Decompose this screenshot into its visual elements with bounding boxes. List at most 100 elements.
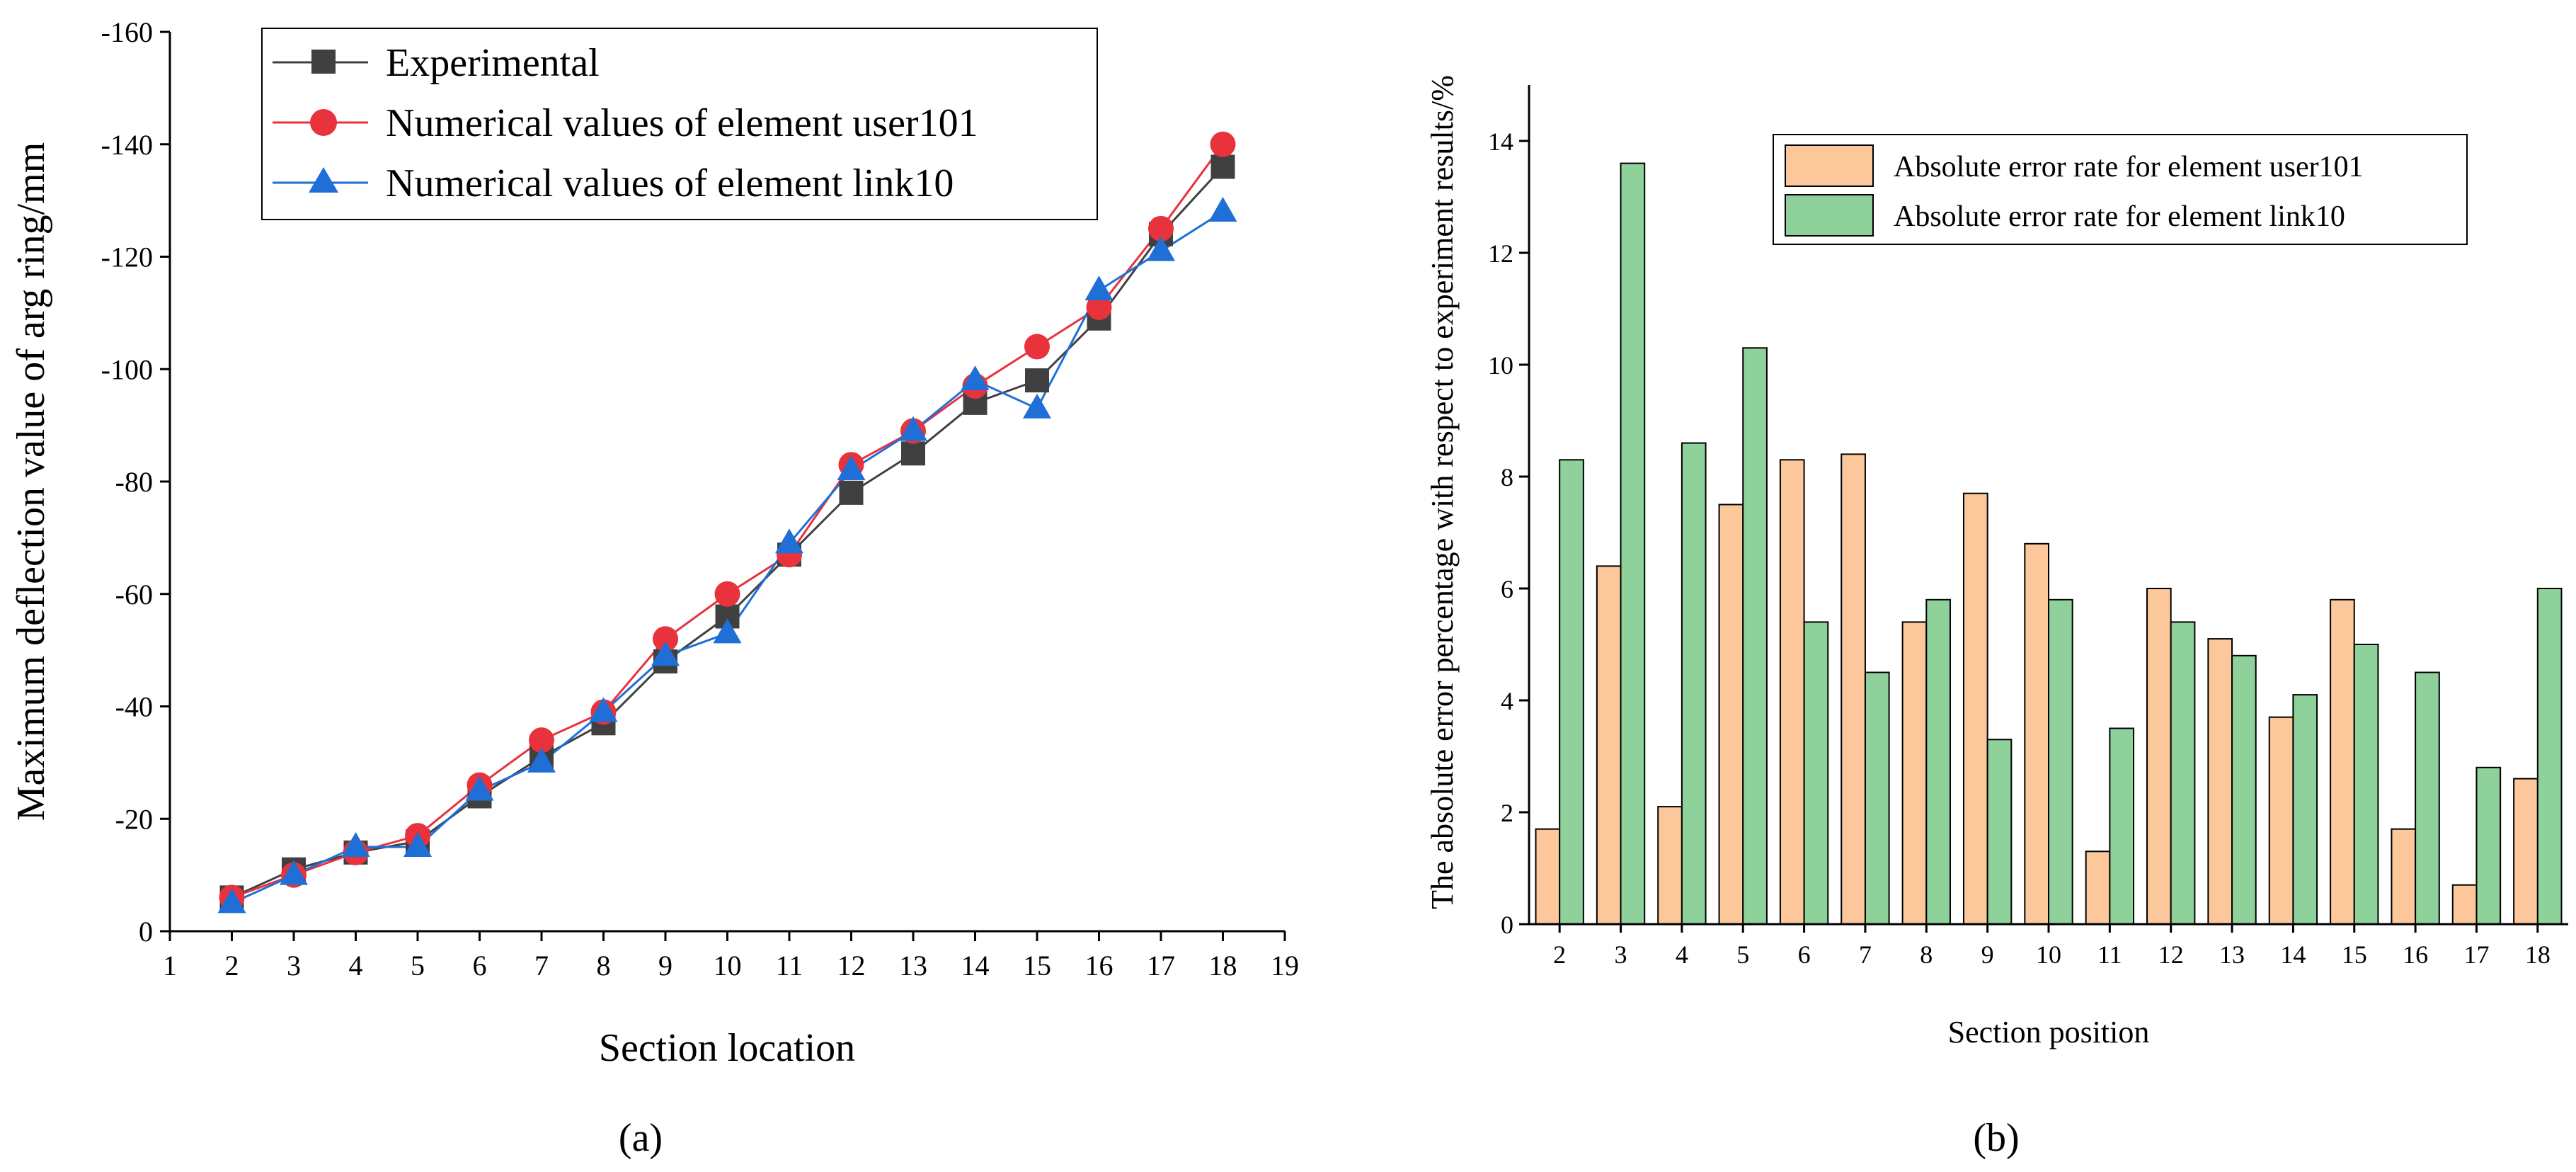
bar-user101 bbox=[1718, 503, 1744, 925]
data-point-link10 bbox=[1023, 393, 1051, 419]
bar-user101 bbox=[1657, 806, 1683, 925]
x-tick-label: 15 bbox=[1023, 950, 1051, 982]
x-tick-label: 2 bbox=[1553, 940, 1566, 969]
legend-entry-link10: Numerical values of element link10 bbox=[273, 161, 954, 205]
chart-a-y-axis-title: Maximum deflection value of arg ring/mm bbox=[9, 142, 53, 821]
x-tick-label: 15 bbox=[2342, 940, 2367, 969]
x-tick-label: 1 bbox=[163, 950, 177, 982]
data-point-link10 bbox=[837, 455, 866, 481]
x-tick-label: 5 bbox=[1736, 940, 1749, 969]
bar-link10 bbox=[1681, 442, 1707, 925]
bar-link10 bbox=[2170, 621, 2196, 926]
data-point-user101 bbox=[653, 626, 678, 652]
x-tick-label: 6 bbox=[473, 950, 487, 982]
data-point-link10 bbox=[1084, 275, 1114, 301]
chart-a-legend: Experimental Numerical values of element… bbox=[261, 28, 1098, 220]
chart-b-legend-box bbox=[1773, 134, 2468, 245]
chart-b-panel-label: (b) bbox=[1973, 1116, 2019, 1160]
y-tick-label: -120 bbox=[101, 241, 153, 273]
bar-user101 bbox=[1841, 453, 1866, 925]
data-point-link10 bbox=[465, 775, 494, 801]
x-tick-label: 18 bbox=[1209, 950, 1237, 982]
bar-link10 bbox=[1559, 459, 1584, 925]
chart-a-gridlayer bbox=[217, 131, 1237, 914]
legend-marker-square-icon bbox=[311, 50, 336, 74]
bar-user101 bbox=[1596, 565, 1622, 926]
bar-link10 bbox=[2231, 654, 2257, 925]
data-point-link10 bbox=[1147, 236, 1175, 261]
bar-link10 bbox=[1803, 621, 1829, 926]
legend-label: Numerical values of element user101 bbox=[386, 101, 978, 145]
bar-user101 bbox=[2085, 850, 2111, 926]
y-tick-label: 6 bbox=[1501, 575, 1513, 603]
legend-swatch-link10-icon bbox=[1785, 194, 1874, 237]
data-point-link10 bbox=[1208, 197, 1237, 222]
x-tick-label: 4 bbox=[349, 950, 363, 982]
x-tick-label: 17 bbox=[2463, 940, 2489, 969]
bar-user101 bbox=[1962, 492, 1988, 925]
bar-user101 bbox=[1779, 459, 1805, 925]
data-point-link10 bbox=[961, 365, 990, 391]
bar-link10 bbox=[1620, 162, 1646, 926]
x-tick-label: 12 bbox=[2158, 940, 2184, 969]
x-tick-label: 16 bbox=[2403, 940, 2428, 969]
x-tick-label: 13 bbox=[899, 950, 927, 982]
x-tick-label: 18 bbox=[2525, 940, 2551, 969]
data-point-user101 bbox=[1148, 215, 1174, 241]
data-point-user101 bbox=[1210, 131, 1236, 157]
x-tick-label: 11 bbox=[2097, 940, 2122, 969]
x-tick-label: 5 bbox=[411, 950, 425, 982]
bar-link10 bbox=[2048, 598, 2073, 925]
legend-label: Absolute error rate for element link10 bbox=[1894, 200, 2345, 233]
legend-entry-experimental: Experimental bbox=[273, 41, 600, 85]
x-tick-label: 14 bbox=[2280, 940, 2306, 969]
x-tick-label: 11 bbox=[776, 950, 803, 982]
chart-b-bars bbox=[1535, 162, 2563, 926]
chart-a-y-ticks: 0 -20 -40 -60 -80 -100 -120 -140 -160 bbox=[101, 16, 170, 948]
bar-user101 bbox=[2146, 588, 2172, 925]
x-tick-label: 16 bbox=[1085, 950, 1114, 982]
data-point-experimental bbox=[1210, 154, 1235, 179]
legend-label: Experimental bbox=[386, 41, 600, 85]
y-tick-label: 2 bbox=[1501, 799, 1513, 827]
y-tick-label: 4 bbox=[1501, 687, 1513, 715]
data-point-experimental bbox=[1025, 368, 1049, 393]
data-point-experimental bbox=[901, 441, 925, 466]
bar-link10 bbox=[2109, 727, 2135, 925]
data-point-user101 bbox=[529, 727, 554, 753]
series-line-3 bbox=[231, 210, 1224, 904]
bar-user101 bbox=[1535, 828, 1561, 925]
chart-b-x-axis-title: Section position bbox=[1948, 1015, 2150, 1049]
y-tick-label: -60 bbox=[115, 579, 153, 610]
legend-marker-triangle-icon bbox=[309, 167, 338, 193]
data-point-user101 bbox=[714, 581, 740, 607]
y-tick-label: 0 bbox=[1501, 911, 1513, 939]
data-point-link10 bbox=[713, 618, 742, 644]
x-tick-label: 8 bbox=[597, 950, 611, 982]
y-tick-label: -20 bbox=[115, 803, 153, 835]
x-tick-label: 19 bbox=[1271, 950, 1299, 982]
x-tick-label: 6 bbox=[1798, 940, 1811, 969]
bar-user101 bbox=[2268, 716, 2294, 925]
y-tick-label: -140 bbox=[101, 129, 153, 161]
bar-link10 bbox=[1986, 739, 2013, 926]
y-tick-label: 8 bbox=[1501, 463, 1513, 491]
bar-user101 bbox=[2513, 778, 2538, 925]
bar-user101 bbox=[1901, 621, 1928, 926]
legend-marker-circle-icon bbox=[310, 109, 337, 136]
chart-a-x-ticks: 1 2 3 4 5 6 7 8 9 10 11 12 13 14 15 16 17 18 19 bbox=[163, 931, 1299, 982]
y-tick-label: 14 bbox=[1488, 127, 1513, 156]
bar-user101 bbox=[2330, 598, 2355, 925]
y-tick-label: -80 bbox=[115, 466, 153, 498]
data-point-link10 bbox=[775, 528, 803, 554]
x-tick-label: 9 bbox=[1981, 940, 1994, 969]
bar-user101 bbox=[2207, 638, 2233, 925]
x-tick-label: 8 bbox=[1920, 940, 1933, 969]
data-point-link10 bbox=[217, 888, 246, 914]
data-point-link10 bbox=[527, 747, 556, 773]
bar-link10 bbox=[2536, 588, 2563, 925]
bar-link10 bbox=[2415, 671, 2440, 925]
x-tick-label: 10 bbox=[714, 950, 742, 982]
bar-link10 bbox=[2353, 644, 2379, 925]
chart-b: 2 3 4 5 6 7 8 9 10 11 12 13 14 15 16 17 18 0 2 4 6 8 10 12 14 S… bbox=[1425, 75, 2568, 1160]
